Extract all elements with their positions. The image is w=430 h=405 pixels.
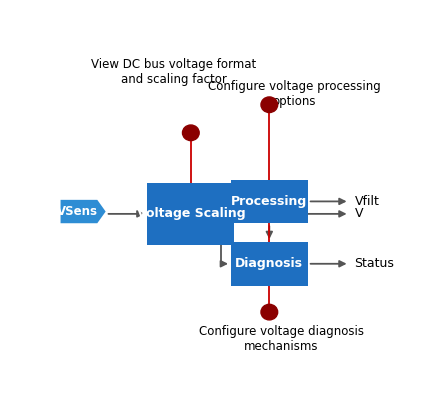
Text: Configure voltage diagnosis
mechanisms: Configure voltage diagnosis mechanisms — [198, 324, 362, 353]
Text: Vfilt: Vfilt — [354, 195, 378, 208]
Text: View DC bus voltage format
and scaling factor: View DC bus voltage format and scaling f… — [91, 58, 256, 86]
Text: VSens: VSens — [57, 205, 98, 218]
Circle shape — [182, 125, 199, 141]
Circle shape — [261, 304, 277, 320]
Text: Diagnosis: Diagnosis — [235, 257, 303, 270]
FancyBboxPatch shape — [230, 242, 307, 286]
FancyBboxPatch shape — [230, 179, 307, 223]
FancyBboxPatch shape — [147, 183, 234, 245]
Circle shape — [261, 97, 277, 113]
Text: Configure voltage processing
options: Configure voltage processing options — [208, 80, 380, 108]
Text: Processing: Processing — [230, 195, 307, 208]
Text: V: V — [354, 207, 362, 220]
Polygon shape — [60, 200, 105, 223]
Text: Voltage Scaling: Voltage Scaling — [136, 207, 245, 220]
Text: Status: Status — [354, 257, 393, 270]
